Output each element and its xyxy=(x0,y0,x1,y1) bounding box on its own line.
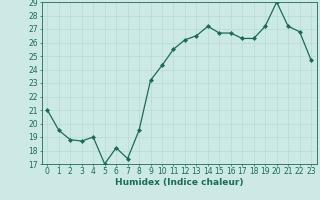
X-axis label: Humidex (Indice chaleur): Humidex (Indice chaleur) xyxy=(115,178,244,187)
